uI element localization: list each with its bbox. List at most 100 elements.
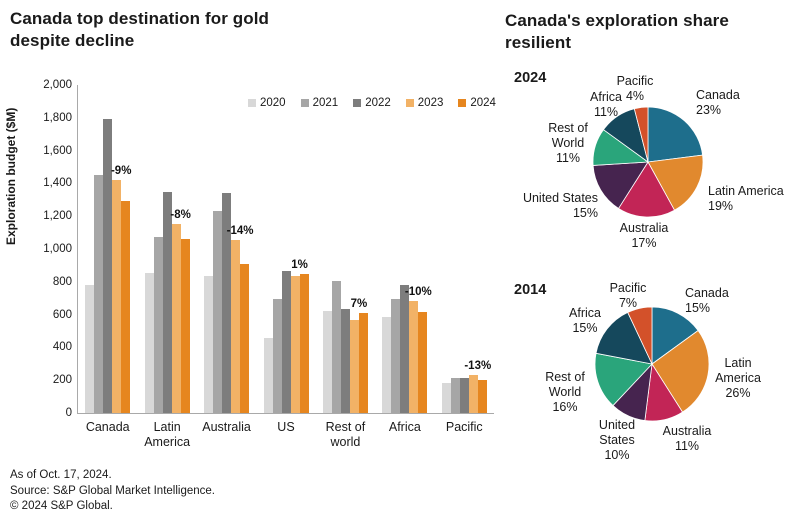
- bar-2024-rest-of-world: [358, 312, 368, 413]
- legend-swatch-2024: [458, 99, 467, 107]
- bar-2023-rest-of-world: [349, 319, 359, 413]
- pie-2014-label-rest-of-world: Rest of World 16%: [545, 370, 585, 414]
- pie-slice-2024-united-states: [592, 161, 649, 209]
- pie-2014-label-latin-america: Latin America 26%: [715, 356, 761, 400]
- change-label-latin-america: -8%: [170, 209, 191, 222]
- pie-2024-year-label: 2024: [514, 70, 547, 86]
- bar-2023-latin-america: [171, 224, 181, 413]
- bar-2022-latin-america: [162, 191, 172, 413]
- pie-slice-2014-pacific: [627, 306, 653, 365]
- copyright-line: © 2024 S&P Global.: [10, 500, 113, 513]
- bar-2024-australia: [240, 263, 250, 413]
- bar-2024-us: [299, 274, 309, 413]
- pie-2014-label-united-states: United States 10%: [598, 418, 636, 462]
- change-label-australia: -14%: [226, 224, 254, 237]
- y-tick-1200: 1,200: [43, 210, 72, 223]
- x-label-rest-of-world: Rest of world: [325, 420, 366, 449]
- y-tick-400: 400: [52, 341, 72, 354]
- bar-2020-latin-america: [144, 272, 154, 413]
- legend-item-2023: 2023: [405, 97, 444, 109]
- bar-2020-us: [263, 337, 273, 413]
- bar-2022-africa: [400, 285, 410, 413]
- x-label-canada: Canada: [85, 420, 130, 434]
- pie-2024-label-latin-america: Latin America 19%: [708, 184, 784, 213]
- pie-2024-label-united-states: United States 15%: [522, 191, 598, 220]
- legend-item-2020: 2020: [248, 97, 286, 109]
- legend-swatch-2021: [300, 99, 309, 107]
- x-label-africa: Africa: [388, 420, 421, 434]
- bar-2024-latin-america: [180, 239, 190, 413]
- bar-2020-rest-of-world: [322, 311, 332, 413]
- pie-chart-2014: [594, 306, 710, 422]
- bar-2021-africa: [391, 299, 401, 413]
- y-tick-1600: 1,600: [43, 144, 72, 157]
- change-label-us: 1%: [291, 259, 308, 272]
- pie-section-2014: 2014 Pacific 7% Canada 15% Africa 15% La…: [500, 272, 800, 487]
- y-tick-800: 800: [52, 275, 72, 288]
- y-axis-label: Exploration budget ($M): [4, 107, 18, 245]
- pie-2014-label-africa: Africa 15%: [569, 306, 601, 335]
- bar-2021-canada: [94, 175, 104, 413]
- legend-swatch-2023: [405, 99, 414, 107]
- pie-2024-label-rest-of-world: Rest of World 11%: [548, 121, 588, 165]
- bar-2022-rest-of-world: [340, 308, 350, 413]
- bar-2021-australia: [213, 211, 223, 413]
- bar-2024-canada: [121, 201, 131, 413]
- bar-2022-canada: [103, 119, 113, 413]
- y-tick-1800: 1,800: [43, 111, 72, 124]
- pie-slice-2024-pacific: [633, 106, 649, 163]
- bar-chart-legend: 2020 2021 2022 2023 2024: [248, 97, 496, 109]
- x-label-latin-america: Latin America: [144, 420, 191, 449]
- pie-slice-2014-canada: [651, 306, 699, 365]
- legend-item-2022: 2022: [353, 97, 391, 109]
- change-label-africa: -10%: [404, 285, 432, 298]
- legend-label-2020: 2020: [260, 97, 286, 109]
- bar-2023-australia: [231, 239, 241, 413]
- bar-2023-africa: [409, 300, 419, 413]
- pie-slice-2014-rest-of-world: [594, 352, 653, 407]
- legend-label-2023: 2023: [417, 97, 444, 109]
- bar-2023-us: [290, 276, 300, 413]
- legend-swatch-2022: [353, 99, 362, 107]
- legend-swatch-2020: [248, 99, 256, 107]
- legend-label-2022: 2022: [365, 97, 391, 109]
- y-tick-0: 0: [65, 407, 72, 419]
- pie-slice-2014-latin-america: [651, 329, 710, 413]
- bar-2024-africa: [418, 311, 428, 413]
- change-label-pacific: -13%: [464, 360, 492, 373]
- y-tick-1400: 1,400: [43, 177, 72, 190]
- change-label-rest-of-world: 7%: [350, 297, 368, 310]
- as-of-date: As of Oct. 17, 2024.: [10, 469, 112, 481]
- x-label-australia: Australia: [202, 420, 251, 434]
- pie-2014-year-label: 2014: [514, 282, 547, 298]
- bar-2021-rest-of-world: [331, 280, 341, 413]
- source-line: Source: S&P Global Market Intelligence.: [10, 484, 215, 497]
- legend-item-2021: 2021: [300, 97, 339, 109]
- bar-2020-canada: [85, 285, 95, 413]
- pie-section-2024: 2024 Pacific 4% Canada 23% Africa 11% Re…: [500, 60, 800, 265]
- legend-label-2024: 2024: [470, 97, 496, 109]
- bar-plot-area: 0 200 400 600 800 1,000 1,200 1,400 1,600 1,800 2,…: [43, 79, 494, 449]
- bar-2021-us: [272, 299, 282, 413]
- x-label-us: US: [277, 420, 295, 434]
- pie-2024-label-pacific: Pacific 4%: [616, 74, 654, 103]
- bar-2021-latin-america: [153, 236, 163, 413]
- bar-chart-title: Canada top destination for gold despite …: [10, 9, 270, 51]
- bar-2020-pacific: [441, 383, 451, 413]
- bar-2022-pacific: [459, 377, 469, 413]
- legend-item-2024: 2024: [458, 97, 496, 109]
- pie-chart-2024: [592, 106, 704, 218]
- pie-2014-label-canada: Canada 15%: [685, 286, 729, 315]
- pie-2024-label-canada: Canada 23%: [696, 88, 740, 117]
- bar-2021-pacific: [450, 377, 460, 413]
- legend-label-2021: 2021: [312, 97, 339, 109]
- pie-slice-2014-africa: [595, 311, 653, 365]
- bar-2023-pacific: [468, 375, 478, 413]
- bar-2022-australia: [222, 193, 232, 413]
- pie-2014-label-pacific: Pacific 7%: [609, 281, 647, 310]
- y-tick-200: 200: [52, 374, 72, 387]
- footer-notes: As of Oct. 17, 2024. Source: S&P Global …: [10, 468, 215, 515]
- pie-charts-title: Canada's exploration share resilient: [505, 11, 729, 53]
- bar-2024-pacific: [477, 380, 487, 413]
- change-label-canada: -9%: [110, 165, 132, 178]
